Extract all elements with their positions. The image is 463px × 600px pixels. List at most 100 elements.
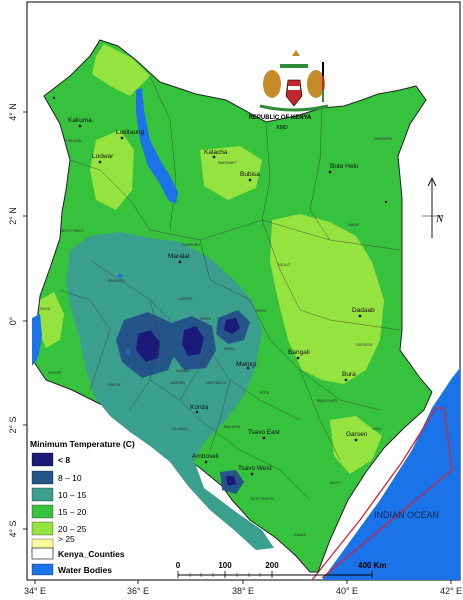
county-kilifi: KILIFI: [330, 481, 340, 485]
city-tsavo-east: Tsavo East: [248, 429, 280, 436]
legend-label-counties: Kenya_Counties: [58, 549, 125, 559]
county-laikipia: LAIKIPIA: [178, 297, 193, 301]
county-migori: MIGORI: [48, 371, 61, 375]
ocean-label: INDIAN OCEAN: [374, 510, 439, 520]
left-lion: [263, 70, 281, 98]
legend-label-20-25: 20 – 25: [58, 524, 87, 534]
lon-tick-36: 36° E: [127, 586, 149, 596]
city-kalacha: Kalacha: [204, 149, 228, 156]
lon-tick-38: 38° E: [232, 586, 254, 596]
city-tsavo-west: Tsavo West: [238, 465, 272, 472]
zone-below-8-d: [226, 476, 236, 486]
legend-label-lt8: < 8: [58, 455, 70, 465]
county-tana-river: TANA RIVER: [316, 399, 338, 403]
county-kiambu: KIAMBU: [176, 369, 190, 373]
emblem-caption: REPUBLIC OF KENYA: [249, 115, 312, 121]
legend-label-10-15: 10 – 15: [58, 490, 87, 500]
county-kajiado: KAJIADO: [172, 427, 188, 431]
city-bute-helu: Bute Helu: [330, 163, 359, 170]
legend-swatch-lt8: [31, 452, 54, 467]
zone-below-8-a: [136, 330, 160, 362]
legend-label-8-10: 8 – 10: [58, 473, 82, 483]
scale-bar: [177, 571, 373, 578]
city-lodwar: Lodwar: [92, 153, 114, 160]
city-amboseli: Amboseli: [192, 453, 219, 460]
territorial-boundary: [311, 407, 453, 581]
city-kakuma: Kakuma: [68, 117, 92, 124]
legend-swatch-15-20: [31, 504, 54, 519]
legend-title: Minimum Temperature (C): [30, 439, 135, 449]
legend: Minimum Temperature (C) < 8 8 – 10 10 – …: [30, 439, 135, 576]
county-narok: NAROK: [108, 383, 121, 387]
county-taita-taveta: TAITA TAVETA: [250, 497, 274, 501]
county-makueni: MAKUENI: [224, 425, 240, 429]
lon-tick-42: 42° E: [440, 586, 462, 596]
lon-tick-34: 34° E: [24, 586, 46, 596]
zone-20-25-turkana: [90, 130, 134, 210]
county-isiolo: ISIOLO: [278, 263, 290, 267]
legend-label-gt25: > 25: [58, 534, 75, 544]
zone-20-25-coast: [330, 416, 382, 474]
lat-tick-marks: [23, 111, 27, 530]
zone-20-25-east: [270, 214, 384, 384]
zone-below-8-c: [224, 318, 240, 334]
county-west-pokot: WEST POKOT: [60, 229, 85, 233]
county-marsabit: MARSABIT: [218, 161, 237, 165]
county-embu: EMBU: [224, 347, 235, 351]
legend-label-water: Water Bodies: [58, 565, 112, 575]
city-bangali: Bangali: [288, 349, 310, 356]
zone-20-25-north: [92, 44, 150, 96]
county-nairobi: NAIROBI: [170, 381, 185, 385]
county-wajir: WAJIR: [348, 223, 359, 227]
lat-tick-2n: 2° N: [8, 207, 18, 225]
scale-tick-200: 200: [265, 561, 279, 570]
lat-tick-2s: 2° S: [8, 416, 18, 433]
lat-tick-4s: 4° S: [8, 520, 18, 537]
lon-tick-marks: [34, 580, 452, 584]
city-markers: [52, 96, 388, 476]
legend-swatch-10-15: [31, 487, 54, 502]
city-maralal: Maralal: [168, 253, 190, 260]
scale-tick-100: 100: [218, 561, 232, 570]
legend-label-15-20: 15 – 20: [58, 507, 87, 517]
city-konza: Konza: [190, 404, 209, 411]
lat-tick-4n: 4° N: [8, 103, 18, 121]
county-turkana: TURKANA: [64, 139, 82, 143]
city-bubisa: Bubisa: [240, 171, 260, 178]
county-boundaries: [59, 75, 401, 501]
city-bura: Bura: [342, 371, 356, 378]
emblem-subcaption: KMD: [276, 125, 288, 131]
county-siaya: SIAYA: [40, 307, 51, 311]
city-garsen: Garsen: [346, 431, 368, 438]
lake-victoria: [32, 314, 42, 366]
county-machakos: MACHAKOS: [206, 381, 227, 385]
north-arrow: [422, 176, 442, 238]
lake-naivasha: [126, 350, 130, 354]
zone-20-25-west: [38, 292, 64, 348]
lake-baringo: [117, 273, 123, 279]
county-garissa: GARISSA: [356, 343, 373, 347]
county-lamu: LAMU: [372, 427, 382, 431]
city-dadaab: Dadaab: [352, 307, 375, 314]
indian-ocean: [322, 368, 460, 580]
county-samburu: SAMBURU: [182, 243, 200, 247]
city-mwingi: Mwingi: [236, 361, 256, 368]
lat-tick-0: 0°: [8, 316, 18, 325]
county-kitui: KITUI: [260, 391, 269, 395]
zone-20-25-marsabit: [200, 146, 262, 200]
scale-tick-0: 0: [176, 561, 181, 570]
county-nyeri: NYERI: [200, 317, 211, 321]
zone-below-8-b: [182, 326, 204, 356]
scale-end-label: 400 Km: [358, 561, 386, 570]
county-mandera: MANDERA: [374, 137, 393, 141]
county-baringo: BARINGO: [108, 279, 125, 283]
county-kwale: KWALE: [294, 533, 307, 537]
legend-swatch-water: [31, 563, 54, 576]
lake-turkana: [136, 88, 178, 204]
legend-swatch-counties: [31, 547, 54, 560]
right-lion: [307, 70, 325, 98]
lon-tick-40: 40° E: [336, 586, 358, 596]
legend-swatch-20-25: [31, 521, 54, 536]
north-arrow-letter: N: [435, 213, 444, 225]
